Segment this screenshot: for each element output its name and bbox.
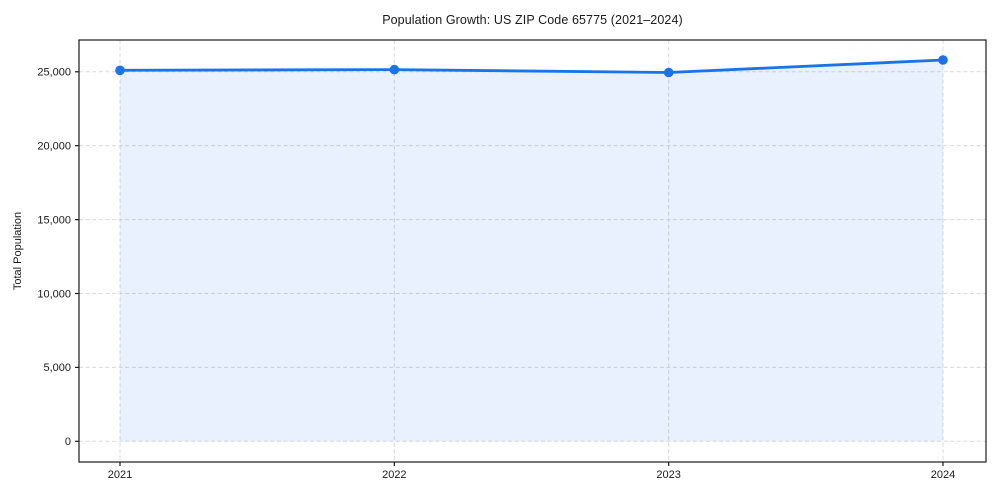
y-tick-label: 0: [65, 436, 71, 448]
area-fill: [120, 60, 943, 442]
data-point: [389, 64, 400, 75]
x-tick-label: 2023: [656, 469, 680, 481]
data-point: [115, 65, 125, 76]
data-point: [938, 55, 948, 65]
chart-title: Population Growth: US ZIP Code 65775 (20…: [382, 13, 683, 27]
y-tick-label: 20,000: [37, 141, 71, 153]
x-tick-label: 2021: [108, 469, 132, 481]
data-point: [663, 67, 674, 78]
y-tick-label: 5,000: [43, 362, 71, 374]
plot-border: [78, 39, 987, 463]
y-tick-label: 15,000: [37, 214, 71, 226]
x-tick-label: 2024: [931, 469, 955, 481]
x-tick-label: 2022: [382, 469, 406, 481]
y-tick-label: 25,000: [37, 67, 71, 79]
y-tick-label: 10,000: [37, 288, 71, 300]
data-line: [118, 58, 945, 74]
